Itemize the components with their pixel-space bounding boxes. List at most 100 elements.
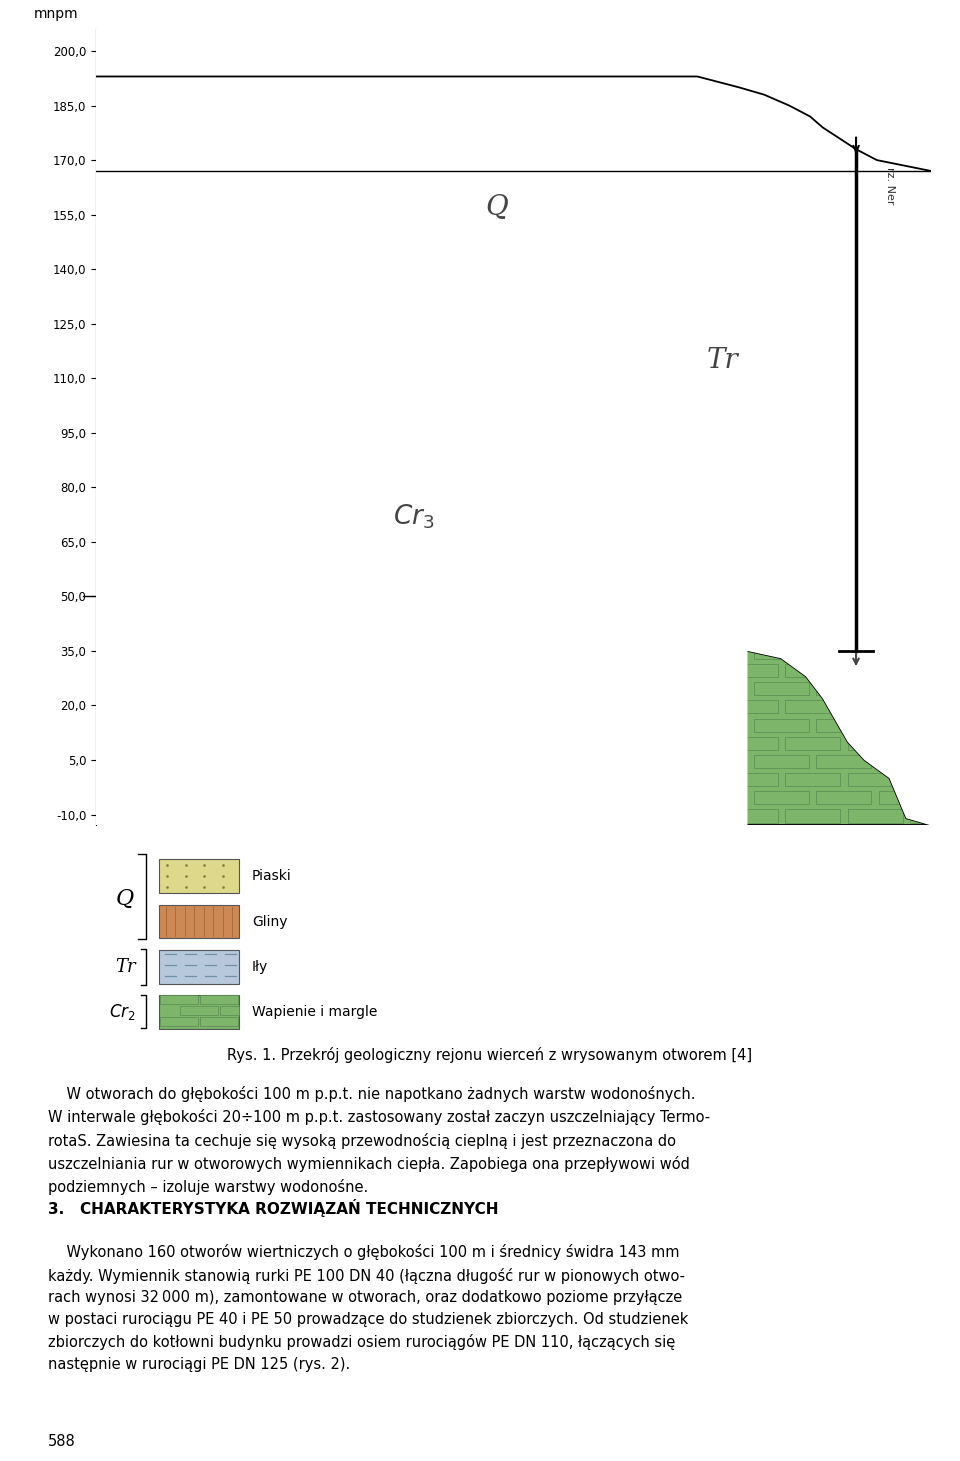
Bar: [128, 318, 182, 332]
Bar: [660, 482, 715, 495]
Bar: [158, 482, 214, 495]
Bar: [503, 719, 559, 732]
Bar: [190, 536, 245, 549]
Bar: [315, 792, 371, 805]
Bar: [816, 609, 872, 622]
Bar: [535, 665, 589, 676]
Bar: [816, 719, 872, 732]
Text: Iły: Iły: [252, 960, 268, 974]
Bar: [96, 592, 151, 605]
Bar: [190, 174, 245, 187]
Bar: [158, 555, 214, 568]
Bar: [409, 409, 465, 422]
Bar: [754, 465, 809, 478]
Bar: [252, 392, 308, 405]
Bar: [535, 373, 589, 386]
Bar: [96, 501, 120, 513]
Bar: [597, 373, 652, 386]
Bar: [597, 555, 652, 568]
Bar: [221, 700, 276, 713]
Bar: [597, 736, 652, 749]
Bar: [158, 446, 214, 459]
Bar: [472, 409, 527, 422]
Bar: [190, 355, 245, 368]
Bar: [409, 809, 465, 823]
Bar: [472, 773, 527, 786]
Bar: [691, 501, 746, 513]
Bar: [754, 573, 809, 586]
Bar: [159, 995, 239, 1029]
Bar: [910, 665, 931, 676]
Bar: [629, 755, 684, 768]
Bar: [252, 792, 308, 805]
Bar: [190, 573, 245, 586]
Bar: [629, 792, 684, 805]
Bar: [660, 736, 715, 749]
Bar: [315, 682, 371, 695]
Bar: [284, 337, 339, 349]
Bar: [441, 646, 495, 659]
Bar: [691, 536, 746, 549]
Bar: [409, 592, 465, 605]
Bar: [848, 482, 902, 495]
Bar: [409, 337, 465, 349]
Bar: [284, 482, 339, 495]
Bar: [565, 355, 621, 368]
Bar: [565, 392, 621, 405]
Bar: [816, 536, 872, 549]
Bar: [565, 428, 621, 441]
Bar: [221, 592, 276, 605]
Text: Rys. 1. Przekrój geologiczny rejonu wierceń z wrysowanym otworem [4]: Rys. 1. Przekrój geologiczny rejonu wier…: [227, 1046, 753, 1062]
Bar: [754, 682, 809, 695]
Bar: [158, 809, 214, 823]
Bar: [503, 428, 559, 441]
Text: Q: Q: [486, 194, 508, 221]
Bar: [848, 700, 902, 713]
Bar: [535, 736, 589, 749]
Bar: [785, 665, 840, 676]
Bar: [597, 446, 652, 459]
Bar: [597, 700, 652, 713]
Bar: [315, 355, 371, 368]
Bar: [221, 373, 276, 386]
Bar: [503, 609, 559, 622]
Bar: [284, 264, 339, 278]
Bar: [691, 573, 746, 586]
Text: W otworach do głębokości 100 m p.p.t. nie napotkano żadnych warstw wodonośnych.
: W otworach do głębokości 100 m p.p.t. ni…: [48, 1087, 710, 1195]
Bar: [96, 665, 151, 676]
Bar: [785, 446, 840, 459]
Bar: [96, 519, 151, 532]
Bar: [472, 373, 527, 386]
Bar: [284, 519, 339, 532]
Bar: [221, 264, 276, 278]
Bar: [96, 646, 120, 659]
Text: Gliny: Gliny: [252, 915, 287, 929]
Bar: [848, 809, 902, 823]
Bar: [565, 755, 621, 768]
Bar: [378, 355, 433, 368]
Bar: [691, 646, 746, 659]
Bar: [910, 519, 931, 532]
Bar: [785, 482, 840, 495]
Bar: [159, 904, 239, 938]
Bar: [128, 245, 182, 259]
Bar: [190, 755, 245, 768]
Bar: [158, 409, 214, 422]
Bar: [879, 719, 931, 732]
Bar: [315, 465, 371, 478]
Bar: [535, 555, 589, 568]
Bar: [96, 245, 120, 259]
Bar: [629, 719, 684, 732]
Bar: [128, 355, 182, 368]
Bar: [785, 555, 840, 568]
Bar: [96, 446, 151, 459]
Bar: [535, 773, 589, 786]
Bar: [128, 501, 182, 513]
Text: $Cr_3$: $Cr_3$: [393, 503, 434, 530]
Bar: [848, 592, 902, 605]
Bar: [347, 700, 401, 713]
Bar: [629, 609, 684, 622]
Bar: [128, 682, 182, 695]
Bar: [347, 446, 401, 459]
Bar: [284, 373, 339, 386]
